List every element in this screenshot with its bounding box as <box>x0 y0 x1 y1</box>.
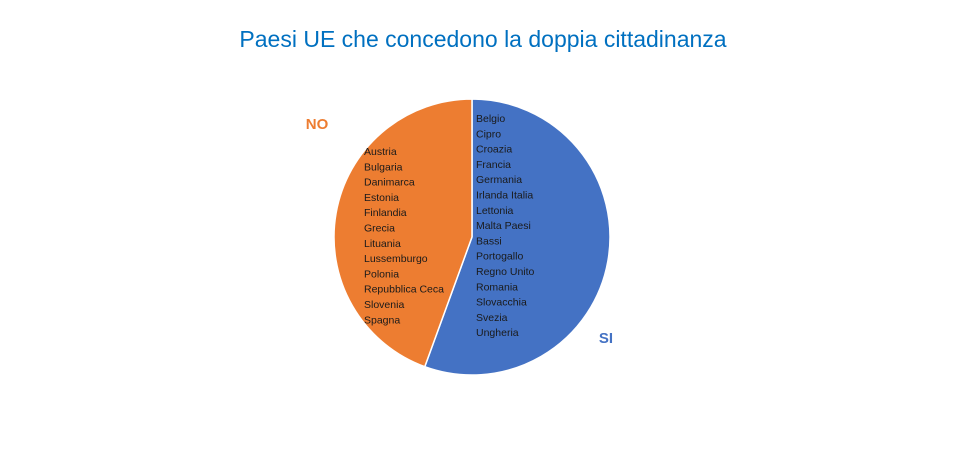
country-label: Finlandia <box>364 207 407 219</box>
country-label: Spagna <box>364 314 400 326</box>
country-label: Svezia <box>476 312 508 324</box>
pie-slice-si <box>423 98 611 376</box>
country-label: Ungheria <box>476 327 519 339</box>
country-label: Belgio <box>476 113 505 125</box>
country-label: Lettonia <box>476 205 514 217</box>
pie-slice-no <box>333 98 473 368</box>
country-label: Malta Paesi <box>476 220 531 232</box>
country-label: Austria <box>364 146 397 158</box>
country-label: Francia <box>476 159 511 171</box>
country-label: Cipro <box>476 128 501 140</box>
pie-slices <box>333 98 611 376</box>
country-label: Regno Unito <box>476 266 535 278</box>
country-label: Danimarca <box>364 177 415 189</box>
country-label: Slovenia <box>364 299 404 311</box>
country-label: Slovacchia <box>476 297 527 309</box>
country-label: Bassi <box>476 235 502 247</box>
country-label: Grecia <box>364 223 395 235</box>
country-label: Germania <box>476 174 522 186</box>
country-label: Romania <box>476 281 518 293</box>
country-label: Croazia <box>476 144 512 156</box>
country-label: Irlanda Italia <box>476 190 533 202</box>
country-label: Portogallo <box>476 251 523 263</box>
country-label: Estonia <box>364 192 399 204</box>
country-label: Lituania <box>364 238 401 250</box>
pie-labels: SI Belgio Cipro Croazia Francia Germania Irlan… <box>306 113 613 347</box>
country-label: Polonia <box>364 268 399 280</box>
country-label: Repubblica Ceca <box>364 284 444 296</box>
chart-title: Paesi UE che concedono la doppia cittadi… <box>239 26 727 52</box>
slice-label-no: NO <box>306 116 329 133</box>
slice-label-si: SI <box>599 330 613 347</box>
country-label: Bulgaria <box>364 161 403 173</box>
country-label: Lussemburgo <box>364 253 428 265</box>
